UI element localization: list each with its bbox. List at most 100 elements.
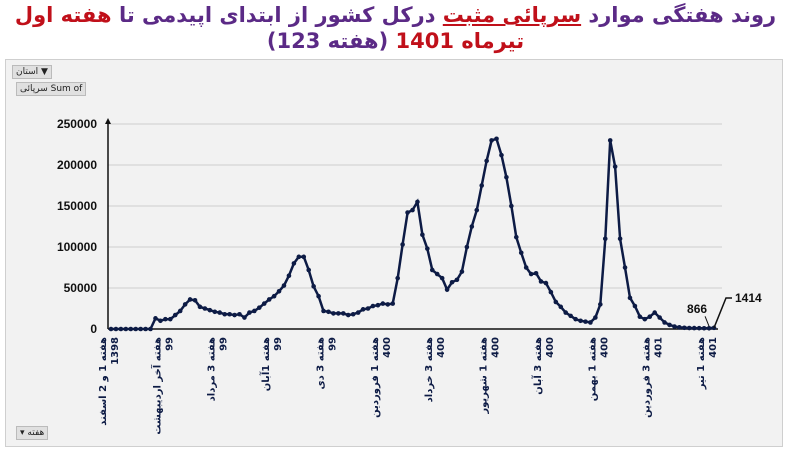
x-tick-label-year: 99 [273, 337, 284, 351]
data-point [617, 236, 623, 242]
x-tick-label-year: 99 [164, 337, 175, 351]
data-point [405, 210, 410, 215]
data-point [197, 304, 203, 310]
data-point [242, 315, 247, 320]
x-tick-label: هفته آخر اردیبهشت99 [150, 337, 175, 435]
data-point [573, 316, 578, 322]
data-point [612, 164, 618, 169]
data-point [123, 326, 129, 332]
data-point [528, 271, 534, 277]
data-label: 1414 [735, 291, 762, 305]
data-point [365, 306, 371, 311]
data-point [538, 279, 544, 284]
axis-field-button[interactable]: ▾ هفته [16, 426, 49, 440]
x-tick-label-year: 401 [708, 337, 719, 358]
data-point [113, 326, 119, 332]
data-point [350, 311, 356, 317]
series-line [111, 137, 715, 331]
data-point [108, 326, 114, 332]
data-point [682, 325, 687, 331]
title-part: روند هفتگی موارد [588, 3, 777, 27]
data-point [484, 158, 489, 164]
data-point [311, 284, 316, 289]
data-point [434, 271, 440, 277]
data-point [202, 306, 208, 311]
data-point [380, 301, 386, 306]
x-tick-label-line: هفته 3 آبان [531, 337, 544, 395]
x-tick-label: هفته 3 آبان400 [531, 337, 556, 395]
data-point [286, 273, 292, 278]
data-point [454, 277, 460, 283]
title-highlight: هفته اول تیرماه [14, 3, 525, 53]
data-point [444, 287, 450, 292]
y-tick-label: 250000 [57, 117, 97, 131]
data-point [158, 318, 163, 324]
data-point [459, 269, 465, 274]
axis-field-label: هفته [27, 428, 45, 438]
y-tick-label: 0 [90, 322, 97, 336]
data-point [627, 295, 633, 301]
x-tick-label-line: هفته 1 شهریور [479, 337, 490, 415]
x-tick-label-year: 99 [219, 337, 230, 351]
data-point [266, 297, 272, 302]
x-tick-label: هفته 3 فروردین401 [642, 337, 665, 418]
data-point [232, 312, 237, 318]
data-point [291, 261, 297, 266]
title-year: 1401 [395, 29, 454, 53]
data-point [637, 314, 643, 319]
x-tick-label-line: هفته 3 دی [315, 337, 326, 390]
dropdown-icon: ▾ [20, 428, 25, 438]
x-tick-label-year: 400 [599, 337, 610, 358]
data-point [168, 316, 173, 322]
x-tick-label-line: هفته 3 مرداد [207, 337, 218, 401]
data-point [182, 302, 188, 307]
x-tick-label-year: 400 [545, 337, 556, 358]
data-point [598, 302, 603, 307]
data-point [256, 305, 262, 310]
data-point [395, 275, 400, 281]
data-point [163, 316, 168, 322]
data-point [593, 315, 598, 320]
data-point [553, 299, 559, 305]
data-point [607, 138, 613, 143]
data-point [686, 325, 692, 331]
x-tick-label-line: هفته 1 فروردین [370, 337, 381, 418]
data-point [429, 267, 435, 273]
x-tick-label-year: 400 [436, 337, 447, 358]
filter-icon: ▼ [40, 67, 48, 77]
data-point [642, 316, 648, 322]
data-point [252, 308, 257, 314]
title-highlight: سرپائی مثبت [442, 3, 582, 27]
filter-label: استان [16, 67, 39, 77]
data-point [652, 310, 657, 315]
x-tick-label: هفته 1آبان99 [259, 337, 284, 391]
data-point [247, 310, 252, 315]
data-point [513, 234, 519, 240]
data-point [499, 152, 504, 158]
data-point [360, 307, 366, 312]
data-point [385, 302, 391, 307]
data-point [271, 293, 277, 299]
data-point [400, 242, 405, 247]
data-point [128, 326, 134, 332]
x-tick-label-year: 1398 [110, 337, 121, 365]
data-point [153, 316, 158, 321]
data-point [464, 244, 470, 250]
data-point [316, 293, 321, 299]
data-point [172, 312, 178, 318]
field-button[interactable]: سرپائی Sum of [16, 82, 87, 96]
y-tick-label: 100000 [57, 240, 97, 254]
chart-title: روند هفتگی موارد سرپائی مثبت درکل کشور ا… [8, 2, 783, 54]
data-point [706, 325, 712, 331]
title-part: درکل کشور از ابتدای اپیدمی تا [118, 3, 436, 27]
data-point [439, 275, 445, 281]
x-tick-label: هفته 3 دی99 [315, 337, 338, 390]
x-tick-label-year: 400 [382, 337, 393, 358]
data-point [647, 314, 653, 319]
data-point [148, 326, 153, 332]
x-tick-label-year: 400 [491, 337, 502, 358]
y-tick-label: 50000 [64, 281, 98, 295]
filter-button[interactable]: استان ▼ [12, 65, 52, 79]
data-point [425, 246, 430, 251]
x-tick-label: هفته 3 مرداد99 [207, 337, 230, 401]
